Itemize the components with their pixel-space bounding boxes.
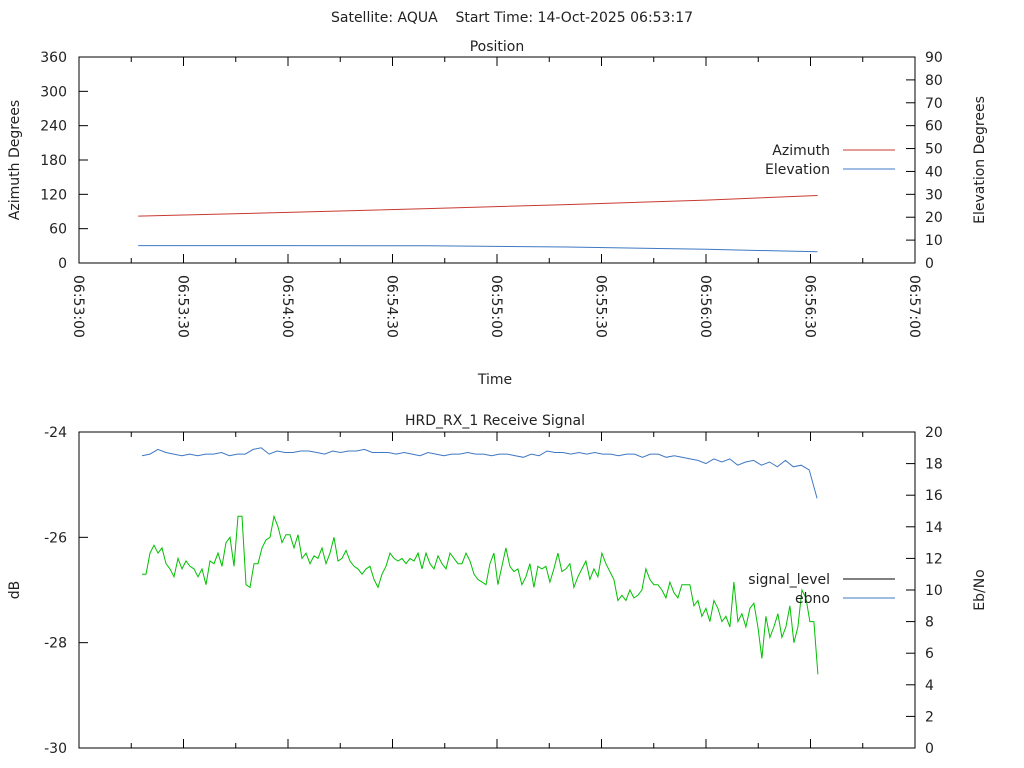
signal-chart-title: HRD_RX_1 Receive Signal (405, 413, 585, 429)
y2-tick-label: 4 (925, 678, 934, 694)
series-line-signal_level (142, 514, 819, 675)
x-tick-label: 06:53:30 (175, 275, 191, 338)
series-line-elevation (138, 245, 818, 253)
y2-tick-label: 70 (925, 96, 943, 112)
y2-tick-label: 2 (925, 709, 934, 725)
y2-tick-label: 18 (925, 457, 943, 473)
y2-tick-label: 10 (925, 583, 943, 599)
page-title: Satellite: AQUA Start Time: 14-Oct-2025 … (331, 10, 693, 26)
y-tick-label: 120 (40, 187, 67, 203)
y2-tick-label: 50 (925, 142, 943, 158)
x-tick-label: 06:57:00 (906, 275, 922, 338)
x-tick-label: 06:55:00 (488, 275, 504, 338)
position-plot: 06:53:00 06:53:30 06:54:00 06:54:30 06:55:00… (40, 50, 943, 338)
x-tick-label: 06:55:30 (593, 275, 609, 338)
y2-tick-label: 10 (925, 233, 943, 249)
y-tick-label: 360 (40, 50, 67, 66)
ebno-axis-label: Eb/No (972, 569, 988, 611)
y-tick-label: 180 (40, 153, 67, 169)
y2-tick-label: 90 (925, 50, 943, 66)
series-line-azimuth (138, 195, 818, 217)
y-tick-label: -26 (44, 530, 67, 546)
y-tick-label: 240 (40, 119, 67, 135)
elevation-axis-label: Elevation Degrees (972, 96, 988, 224)
y-tick-label: 60 (49, 222, 67, 238)
legend-label: signal_level (748, 572, 830, 588)
position-chart-title: Position (470, 39, 525, 55)
y2-tick-label: 0 (925, 741, 934, 757)
y2-tick-label: 80 (925, 73, 943, 89)
y2-tick-label: 12 (925, 551, 943, 567)
y2-tick-label: 40 (925, 164, 943, 180)
y2-tick-label: 60 (925, 119, 943, 135)
position-x-axis-label: Time (477, 372, 512, 388)
legend-label: ebno (795, 591, 830, 607)
y2-tick-label: 8 (925, 615, 934, 631)
plot-border (78, 56, 916, 264)
y2-tick-label: 0 (925, 256, 934, 272)
y2-tick-label: 20 (925, 425, 943, 441)
x-tick-label: 06:56:00 (697, 275, 713, 338)
y-tick-label: -30 (44, 741, 67, 757)
db-axis-label: dB (7, 581, 23, 600)
series-line-ebno (141, 447, 818, 499)
x-tick-label: 06:54:30 (384, 275, 400, 338)
y-tick-label: 300 (40, 84, 67, 100)
y2-tick-label: 30 (925, 187, 943, 203)
y2-tick-label: 20 (925, 210, 943, 226)
legend-label: Azimuth (772, 143, 830, 159)
signal-plot: -30 -28 -26 -24 0 2 4 6 8 10 12 14 16 18 20 signal_leve… (44, 425, 943, 757)
x-tick-label: 06:53:00 (70, 275, 86, 338)
y2-tick-label: 6 (925, 646, 934, 662)
y-tick-label: -28 (44, 636, 67, 652)
legend-label: Elevation (765, 162, 830, 178)
y-tick-label: 0 (58, 256, 67, 272)
plot-border (78, 431, 916, 749)
y2-tick-label: 16 (925, 488, 943, 504)
y-tick-label: -24 (44, 425, 67, 441)
azimuth-axis-label: Azimuth Degrees (7, 100, 23, 220)
y2-tick-label: 14 (925, 520, 943, 536)
x-tick-label: 06:54:00 (279, 275, 295, 338)
x-tick-label: 06:56:30 (802, 275, 818, 338)
